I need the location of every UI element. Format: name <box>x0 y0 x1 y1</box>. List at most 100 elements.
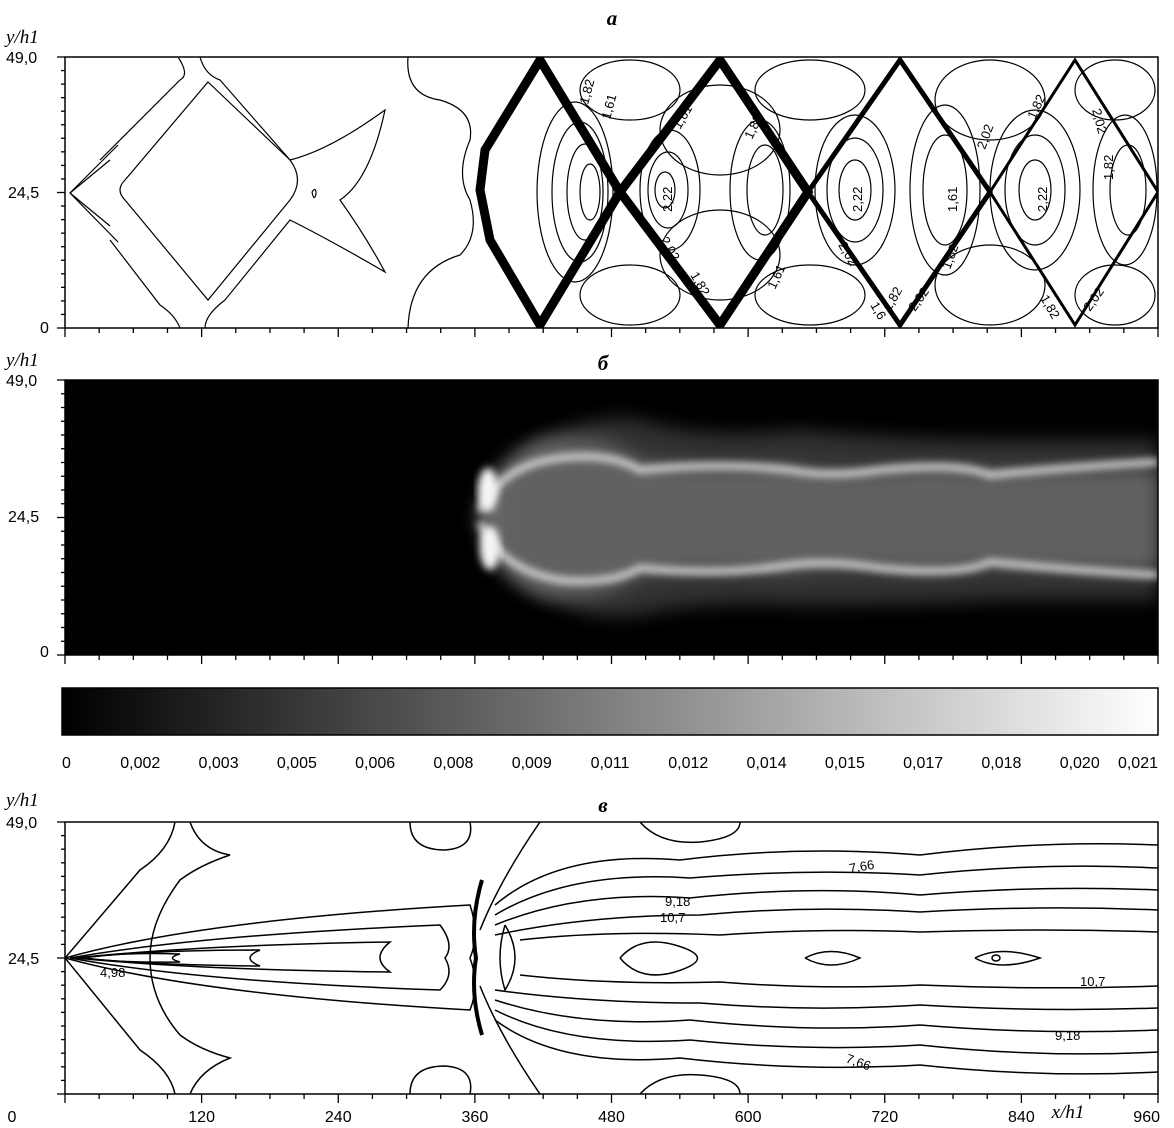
colorbar-tick-label: 0,018 <box>981 755 1021 772</box>
panel-c-ytick-mid: 24,5 <box>8 951 39 968</box>
contour-line <box>494 1019 1158 1075</box>
panel-a-ytick-top: 49,0 <box>6 50 37 67</box>
isoline-label: 2,02 <box>974 122 997 151</box>
x-tick-label: 480 <box>598 1109 625 1126</box>
contour-line <box>579 264 681 326</box>
contour-line <box>579 59 681 121</box>
isoline-label: 9,18 <box>1055 1028 1080 1043</box>
contour-line <box>84 952 181 963</box>
panel-b-ylabel: y/h1 <box>4 350 39 371</box>
contour-line <box>494 843 1158 906</box>
panel-a: a y/h1 49,0 24,5 0 <box>4 6 1159 337</box>
contour-line <box>566 143 604 241</box>
panel-a-ytick-bottom: 0 <box>40 320 49 337</box>
isoline-label: 1,82 <box>1037 292 1063 321</box>
contour-line <box>1074 59 1156 121</box>
contour-line <box>619 941 698 976</box>
colorbar-tick-label: 0,020 <box>1060 755 1100 772</box>
panel-b-heatmap <box>65 380 1158 655</box>
colorbar-tick-label: 0,021 <box>1118 755 1158 772</box>
contour-line <box>119 81 299 301</box>
contour-line <box>991 954 1001 962</box>
contour-line <box>74 941 393 973</box>
panel-a-isoline-labels: 1,82 1,61 1,61 1,82 2,02 1,82 2,02 2,22 … <box>576 77 1116 322</box>
heatmap-glow <box>500 418 1158 617</box>
contour-line <box>499 924 516 992</box>
colorbar-tick-label: 0,011 <box>591 755 630 772</box>
contour-line <box>479 822 541 931</box>
contour-line <box>472 879 484 1036</box>
isoline-label: 4,98 <box>100 965 125 980</box>
panel-c: в y/h1 49,0 24,5 <box>4 790 1160 1126</box>
contour-line <box>1018 159 1052 221</box>
heatmap-bright-spot <box>480 526 500 570</box>
contour-line <box>69 144 119 243</box>
isoline-label: 10,7 <box>1080 974 1105 989</box>
colorbar-gradient <box>61 687 1159 736</box>
panel-c-ylabel: y/h1 <box>4 790 39 811</box>
x-tick-label: 240 <box>325 1109 352 1126</box>
heatmap-ridge-lower <box>476 520 1158 585</box>
contour-line <box>922 134 968 246</box>
contour-line <box>754 59 866 121</box>
isoline-label: 1,82 <box>1101 155 1116 180</box>
panel-b-ytick-bottom: 0 <box>40 644 49 661</box>
contour-line <box>494 865 1158 916</box>
x-tick-label: 120 <box>188 1109 215 1126</box>
contour-line <box>934 59 1046 141</box>
isoline-set-1 <box>536 59 1158 326</box>
x-tick-label: 840 <box>1008 1109 1035 1126</box>
contour-line <box>1109 144 1147 236</box>
contour-line <box>804 57 994 328</box>
colorbar-tick-label: 0,012 <box>668 755 708 772</box>
panel-c-xlabel: x/h1 <box>1051 1102 1085 1123</box>
colorbar-tick-label: 0,014 <box>747 755 787 772</box>
colorbar-tick-label: 0,017 <box>903 755 943 772</box>
contour-line <box>754 264 866 326</box>
contour-line <box>494 887 1158 926</box>
contour-line <box>475 57 626 328</box>
panel-b-ylabel-text: y/h1 <box>4 350 39 371</box>
contour-line <box>989 109 1081 271</box>
heatmap-ridge-upper <box>476 453 1158 514</box>
colorbar: 0 0,002 0,003 0,005 0,006 0,008 0,009 0,011 0,01… <box>61 687 1159 772</box>
panel-b: б y/h1 49,0 24,5 0 <box>4 350 1159 664</box>
panel-c-frame <box>64 821 1159 1095</box>
panel-b-ticks <box>57 379 1159 664</box>
x-tick-label: 360 <box>462 1109 489 1126</box>
contour-line <box>639 822 741 844</box>
panel-c-ticks <box>57 821 1159 1103</box>
contour-line <box>65 904 476 1011</box>
contour-line <box>519 974 1158 989</box>
panel-b-ytick-mid: 24,5 <box>8 509 39 526</box>
panel-c-ytick-top: 49,0 <box>6 815 37 832</box>
contour-line <box>729 119 791 261</box>
isoline-label: 1,82 <box>939 242 962 271</box>
panel-c-label: в <box>598 793 608 817</box>
isoline-label: 7,66 <box>848 857 876 876</box>
panel-b-ytick-top: 49,0 <box>6 373 37 390</box>
contour-line <box>409 822 472 851</box>
colorbar-tick-label: 0,008 <box>433 755 473 772</box>
x-tick-label: 960 <box>1133 1109 1160 1126</box>
isoline-label: 2,22 <box>1035 187 1050 212</box>
colorbar-tick-label: 0 <box>62 755 71 772</box>
isoline-label: 1,61 <box>598 92 619 120</box>
contour-line <box>551 121 609 263</box>
contour-line <box>69 159 111 227</box>
contour-line <box>579 163 601 221</box>
panel-c-xlabel-text: x/h1 <box>1051 1102 1085 1123</box>
isoline-label: 10,7 <box>660 910 685 925</box>
contour-line <box>826 137 884 243</box>
panel-a-contours <box>69 57 1158 328</box>
contour-line <box>494 1009 1158 1055</box>
isoline-label: 9,18 <box>665 894 690 909</box>
contour-line <box>65 822 176 1094</box>
contour-line <box>1092 114 1158 266</box>
isoline-label: 7,66 <box>844 1051 873 1074</box>
panel-c-isoline-labels: 7,66 9,18 10,7 4,98 10,7 9,18 7,66 <box>100 857 1105 1074</box>
contour-line <box>639 129 701 251</box>
isoline-label: 2,22 <box>660 187 675 212</box>
contour-line <box>99 57 186 161</box>
colorbar-tick-label: 0,005 <box>277 755 317 772</box>
